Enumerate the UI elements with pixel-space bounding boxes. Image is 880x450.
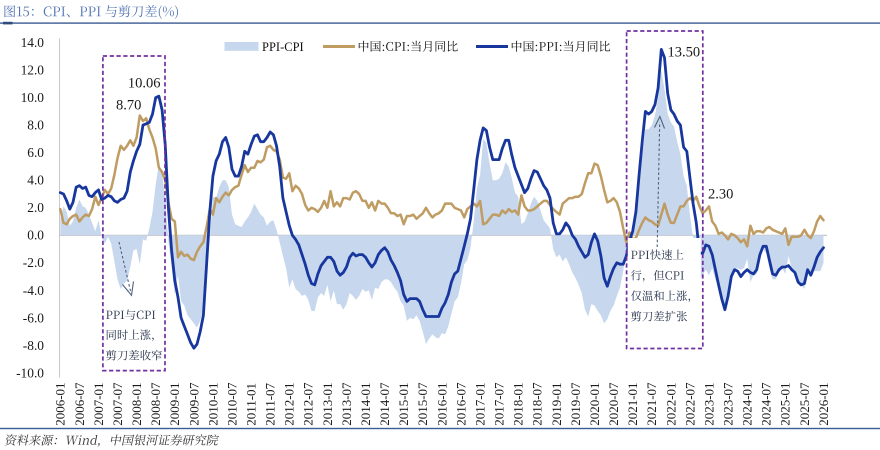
svg-text:2009-07: 2009-07 bbox=[186, 382, 201, 426]
svg-text:2015-01: 2015-01 bbox=[396, 382, 411, 425]
svg-text:-4.0: -4.0 bbox=[23, 283, 45, 298]
svg-text:2013-07: 2013-07 bbox=[339, 382, 354, 426]
svg-text:2019-07: 2019-07 bbox=[568, 382, 583, 426]
svg-text:10.06: 10.06 bbox=[128, 76, 161, 92]
svg-text:6.0: 6.0 bbox=[27, 145, 44, 160]
svg-text:12.0: 12.0 bbox=[21, 63, 45, 78]
svg-text:2025-01: 2025-01 bbox=[778, 382, 793, 425]
svg-text:2010-01: 2010-01 bbox=[205, 382, 220, 425]
svg-text:4.0: 4.0 bbox=[27, 173, 44, 188]
svg-text:2016-01: 2016-01 bbox=[434, 382, 449, 425]
svg-text:2006-01: 2006-01 bbox=[53, 382, 68, 425]
svg-text:2015-07: 2015-07 bbox=[415, 382, 430, 426]
svg-text:2007-01: 2007-01 bbox=[91, 382, 106, 425]
svg-text:2012-01: 2012-01 bbox=[282, 382, 297, 425]
svg-text:2018-07: 2018-07 bbox=[530, 382, 545, 426]
svg-text:2017-01: 2017-01 bbox=[473, 382, 488, 425]
svg-text:-6.0: -6.0 bbox=[23, 310, 45, 325]
svg-text:2006-07: 2006-07 bbox=[72, 382, 87, 426]
svg-text:0.0: 0.0 bbox=[27, 228, 44, 243]
svg-text:2024-07: 2024-07 bbox=[759, 382, 774, 426]
svg-text:2022-01: 2022-01 bbox=[663, 382, 678, 425]
svg-text:2026-01: 2026-01 bbox=[816, 382, 831, 425]
svg-text:2014-01: 2014-01 bbox=[358, 382, 373, 425]
svg-text:2021-07: 2021-07 bbox=[644, 382, 659, 426]
svg-text:2025-07: 2025-07 bbox=[797, 382, 812, 426]
svg-text:-8.0: -8.0 bbox=[23, 338, 45, 353]
svg-text:2020-07: 2020-07 bbox=[606, 382, 621, 426]
svg-text:8.0: 8.0 bbox=[27, 118, 44, 133]
svg-text:2008-01: 2008-01 bbox=[129, 382, 144, 425]
svg-text:2.30: 2.30 bbox=[708, 187, 733, 203]
svg-text:2023-07: 2023-07 bbox=[721, 382, 736, 426]
svg-text:2023-01: 2023-01 bbox=[701, 382, 716, 425]
svg-text:-2.0: -2.0 bbox=[23, 255, 45, 270]
svg-text:2008-07: 2008-07 bbox=[148, 382, 163, 426]
svg-text:2009-01: 2009-01 bbox=[167, 382, 182, 425]
svg-text:2024-01: 2024-01 bbox=[740, 382, 755, 425]
svg-text:13.50: 13.50 bbox=[668, 45, 701, 61]
svg-text:2020-01: 2020-01 bbox=[587, 382, 602, 425]
svg-text:-10.0: -10.0 bbox=[16, 365, 44, 380]
svg-text:2011-07: 2011-07 bbox=[263, 382, 278, 425]
svg-text:PPI-CPI: PPI-CPI bbox=[262, 40, 304, 54]
svg-text:2.0: 2.0 bbox=[27, 200, 44, 215]
svg-text:2018-01: 2018-01 bbox=[511, 382, 526, 425]
svg-text:2017-07: 2017-07 bbox=[492, 382, 507, 426]
svg-text:2013-01: 2013-01 bbox=[320, 382, 335, 425]
svg-text:2010-07: 2010-07 bbox=[224, 382, 239, 426]
svg-text:2012-07: 2012-07 bbox=[301, 382, 316, 426]
svg-text:10.0: 10.0 bbox=[21, 90, 45, 105]
svg-text:2014-07: 2014-07 bbox=[377, 382, 392, 426]
svg-text:2007-07: 2007-07 bbox=[110, 382, 125, 426]
svg-text:2021-01: 2021-01 bbox=[625, 382, 640, 425]
svg-text:2022-07: 2022-07 bbox=[682, 382, 697, 426]
svg-text:2019-01: 2019-01 bbox=[549, 382, 564, 425]
svg-text:2011-01: 2011-01 bbox=[244, 383, 259, 426]
svg-text:2016-07: 2016-07 bbox=[453, 382, 468, 426]
svg-text:14.0: 14.0 bbox=[21, 35, 45, 50]
svg-text:8.70: 8.70 bbox=[116, 98, 141, 114]
